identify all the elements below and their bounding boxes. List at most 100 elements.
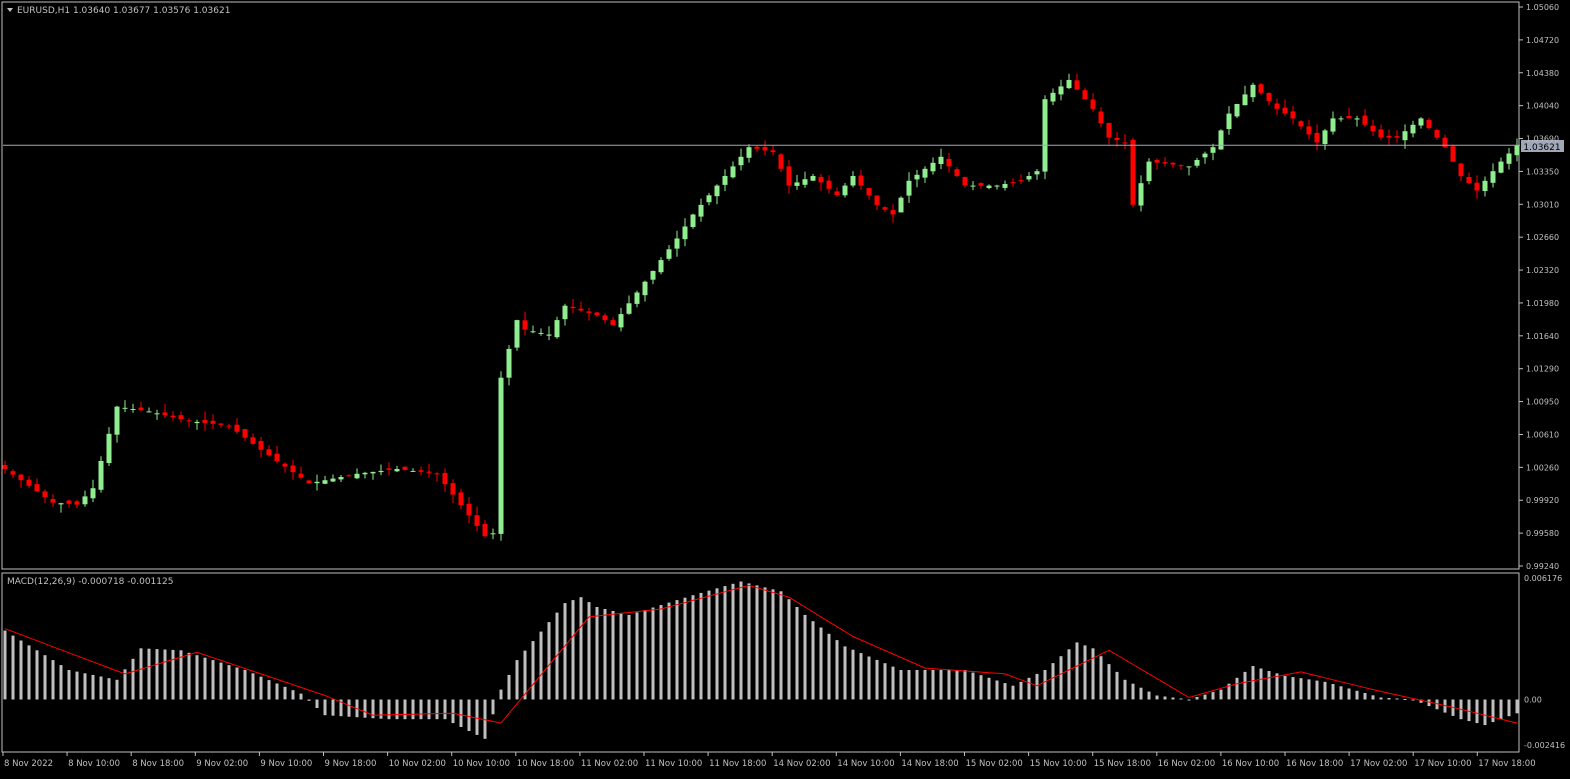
candle	[1018, 174, 1024, 184]
candle-body	[114, 406, 120, 435]
candle-body	[1362, 115, 1368, 125]
candle-body	[714, 185, 720, 197]
candle	[122, 400, 128, 413]
candle-body	[394, 469, 400, 472]
candle	[1346, 107, 1352, 119]
macd-bar	[1307, 679, 1311, 700]
macd-bar	[1427, 699, 1431, 707]
macd-bar	[323, 699, 327, 716]
macd-bar	[275, 683, 279, 700]
macd-bar	[939, 670, 943, 700]
dropdown-triangle-icon[interactable]	[7, 8, 13, 12]
candle-body	[1074, 80, 1080, 90]
candle	[322, 475, 328, 485]
candle-body	[1122, 142, 1128, 144]
candle	[1226, 106, 1232, 135]
time-tick-label: 9 Nov 18:00	[325, 759, 377, 769]
candle-body	[1458, 163, 1464, 177]
macd-bar	[403, 699, 407, 720]
macd-bar	[603, 609, 607, 700]
candle-body	[506, 348, 512, 378]
candle-body	[946, 158, 952, 167]
macd-bar	[1339, 686, 1343, 700]
candle	[506, 345, 512, 386]
candle	[658, 257, 664, 275]
candle-body	[738, 156, 744, 166]
time-tick-label: 15 Nov 02:00	[966, 759, 1023, 769]
candle	[1298, 120, 1304, 130]
candle-body	[1186, 166, 1192, 168]
candle-body	[234, 424, 240, 432]
candle-body	[10, 471, 16, 475]
candle	[1378, 124, 1384, 141]
candle	[1106, 122, 1112, 145]
candle	[170, 411, 176, 421]
candle	[370, 471, 376, 480]
candle	[1274, 98, 1280, 115]
macd-bar	[1347, 688, 1351, 700]
candle	[1458, 162, 1464, 182]
candle	[1098, 107, 1104, 127]
macd-bar	[1387, 698, 1391, 700]
candle-body	[1202, 153, 1208, 158]
time-tick-label: 10 Nov 18:00	[517, 759, 574, 769]
macd-bar	[699, 592, 703, 700]
macd-bar	[219, 662, 223, 700]
macd-bar	[1259, 668, 1263, 700]
candle	[1058, 79, 1064, 101]
macd-bar	[387, 699, 391, 720]
candle-body	[18, 474, 24, 481]
candle	[778, 153, 784, 173]
macd-bar	[171, 649, 175, 700]
macd-bar	[1419, 699, 1423, 703]
macd-bar	[795, 607, 799, 700]
candle-body	[34, 484, 40, 492]
macd-bar	[1507, 699, 1511, 717]
candle-body	[378, 470, 384, 473]
candle	[1250, 82, 1256, 102]
candle	[802, 171, 808, 188]
candle-body	[386, 468, 392, 470]
macd-bar	[571, 600, 575, 700]
candle	[610, 317, 616, 326]
macd-bar	[915, 670, 919, 700]
macd-tick-label: 0.00	[1524, 695, 1542, 704]
macd-bar	[211, 660, 215, 700]
macd-bar	[1003, 683, 1007, 700]
candle	[538, 328, 544, 336]
macd-bar	[907, 670, 911, 700]
candle-body	[418, 470, 424, 472]
macd-panel-frame	[1, 572, 1520, 753]
time-tick-label: 15 Nov 10:00	[1030, 759, 1087, 769]
candle	[746, 144, 752, 163]
macd-bar	[331, 699, 335, 716]
candle	[890, 204, 896, 223]
candle	[10, 469, 16, 479]
candle-body	[482, 523, 488, 537]
candle-body	[1434, 130, 1440, 138]
macd-bar	[347, 699, 351, 717]
candle-body	[1194, 160, 1200, 166]
macd-bar	[1227, 683, 1231, 700]
macd-bar	[755, 585, 759, 700]
candle	[1258, 83, 1264, 95]
candle-body	[914, 174, 920, 180]
candle-body	[866, 188, 872, 196]
candle	[306, 479, 312, 484]
candle	[498, 371, 504, 541]
macd-bar	[1051, 663, 1055, 700]
macd-bar	[195, 655, 199, 700]
macd-bar	[1331, 684, 1335, 700]
candle-body	[530, 331, 536, 333]
candle-body	[1250, 84, 1256, 98]
candle-body	[706, 195, 712, 203]
macd-bar	[419, 699, 423, 720]
price-tick-label: 1.02660	[1526, 233, 1559, 242]
macd-bar	[1195, 697, 1199, 700]
candle-body	[202, 419, 208, 423]
macd-bar	[1235, 677, 1239, 700]
time-tick-label: 8 Nov 2022	[4, 759, 53, 769]
